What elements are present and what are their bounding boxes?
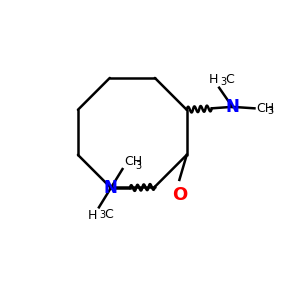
Text: 3: 3 <box>135 160 141 170</box>
Text: 3: 3 <box>268 106 274 116</box>
Text: CH: CH <box>124 154 142 168</box>
Text: 3: 3 <box>100 210 106 220</box>
Text: O: O <box>172 186 187 204</box>
Text: CH: CH <box>256 102 274 115</box>
Text: H: H <box>88 209 98 222</box>
Text: N: N <box>104 179 118 197</box>
Text: C: C <box>104 208 113 221</box>
Text: H: H <box>208 73 218 86</box>
Text: 3: 3 <box>220 77 227 87</box>
Text: N: N <box>225 98 239 116</box>
Text: C: C <box>225 73 234 86</box>
